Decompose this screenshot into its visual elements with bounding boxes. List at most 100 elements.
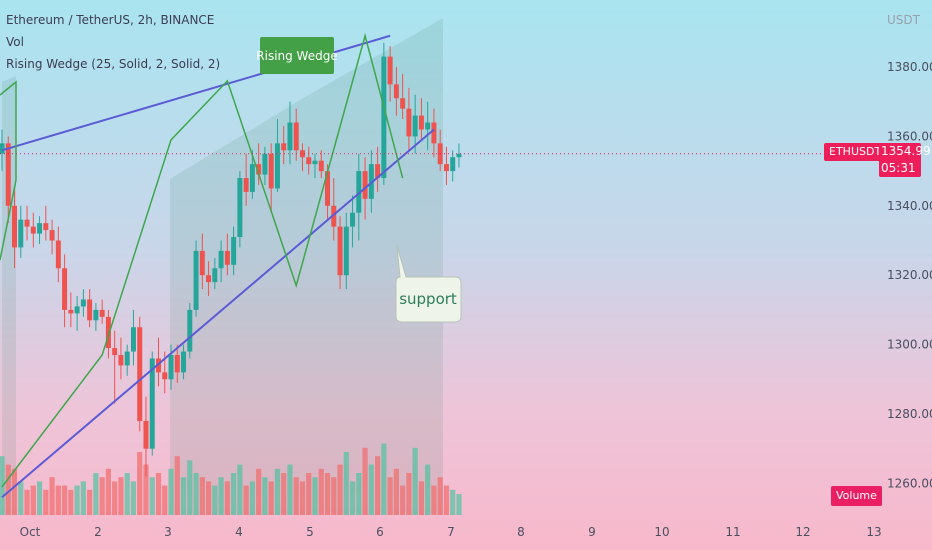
symbol-tag: ETHUSDT <box>824 143 887 161</box>
volume-bar <box>256 468 262 515</box>
candle-body <box>450 157 456 172</box>
candle-body <box>331 205 337 227</box>
last-price-tag: 1354.99 05:31 <box>879 143 931 177</box>
candle-body <box>187 309 193 352</box>
volume-bar <box>174 456 180 515</box>
time-tick-label: 3 <box>164 525 172 539</box>
volume-bar <box>362 447 368 515</box>
candle-body <box>249 164 255 192</box>
volume-bar <box>381 443 387 515</box>
volume-bar <box>168 468 174 515</box>
volume-bar <box>24 489 30 515</box>
volume-bar <box>143 464 149 515</box>
candle-body <box>287 122 293 151</box>
candle-body <box>281 143 287 151</box>
volume-bar <box>18 481 24 515</box>
candle-body <box>62 268 68 310</box>
volume-indicator-label[interactable]: Vol <box>6 35 24 49</box>
time-tick-label: 12 <box>795 525 810 539</box>
candle-body <box>306 157 312 165</box>
candle-body <box>387 56 393 85</box>
candle-body <box>293 122 299 151</box>
candle-body <box>206 275 212 283</box>
volume-bar <box>400 485 406 515</box>
volume-bar <box>187 460 193 515</box>
candle-body <box>168 355 174 380</box>
volume-bar <box>193 473 199 515</box>
previous-zigzag-line <box>0 80 17 261</box>
candle-body <box>174 355 180 373</box>
candle-body <box>212 268 218 283</box>
candle-body <box>337 226 343 276</box>
volume-bar <box>55 485 61 515</box>
volume-bar <box>318 468 324 515</box>
candle-body <box>80 299 86 307</box>
candle-body <box>87 299 93 321</box>
candle-body <box>425 122 431 130</box>
volume-bar <box>180 477 187 515</box>
volume-bar <box>112 481 118 515</box>
candle-body <box>224 250 230 265</box>
price-tick-label: 1320.00 <box>887 268 932 282</box>
candle-body <box>218 250 224 269</box>
candle-body <box>350 212 356 227</box>
candle-body <box>412 115 418 137</box>
volume-bar <box>312 477 318 515</box>
candle-body <box>24 219 30 227</box>
candle-body <box>431 122 437 144</box>
candle-body <box>137 327 143 421</box>
candle-body <box>456 153 462 158</box>
volume-bar <box>205 481 212 515</box>
candle-body <box>74 306 80 314</box>
candle-body <box>124 351 130 366</box>
price-tick-label: 1380.00 <box>887 60 932 74</box>
volume-bar <box>124 473 130 515</box>
candle-body <box>237 178 243 238</box>
wedge-area-left <box>170 100 300 515</box>
candle-body <box>443 164 449 172</box>
volume-bar <box>68 489 74 515</box>
wedge-zigzag-line <box>1 32 404 488</box>
time-tick-label: 9 <box>588 525 596 539</box>
volume-bar <box>356 473 362 515</box>
volume-bar <box>343 452 349 515</box>
candle-body <box>312 160 318 165</box>
volume-bar <box>99 477 105 515</box>
volume-bar <box>281 473 287 515</box>
volume-bar <box>425 464 431 515</box>
time-tick-label: 13 <box>866 525 881 539</box>
volume-bar <box>349 481 356 515</box>
volume-bar <box>155 473 162 515</box>
volume-bar <box>268 481 274 515</box>
candle-body <box>49 230 55 241</box>
price-tick-label: 1360.00 <box>887 129 932 143</box>
time-tick-label: 11 <box>725 525 740 539</box>
volume-bar <box>30 485 36 515</box>
volume-bar <box>231 473 237 515</box>
candle-body <box>325 171 331 206</box>
volume-bar <box>237 464 243 515</box>
volume-bar <box>212 485 218 515</box>
volume-bar <box>331 477 337 515</box>
price-tick-label: 1280.00 <box>887 407 932 421</box>
rising-wedge-indicator-label[interactable]: Rising Wedge (25, Solid, 2, Solid, 2) <box>6 57 221 71</box>
price-tick-label: 1340.00 <box>887 199 932 213</box>
time-tick-label: 6 <box>376 525 384 539</box>
candle-body <box>118 355 124 366</box>
candle-body <box>381 56 387 179</box>
wedge-lower-trendline <box>1 128 435 499</box>
volume-bar <box>418 481 425 515</box>
candle-body <box>93 309 99 321</box>
volume-bar <box>443 485 450 515</box>
candle-body <box>0 143 5 154</box>
candle-body <box>274 143 280 189</box>
candle-body <box>193 250 199 310</box>
rising-wedge-label: Rising Wedge <box>256 49 337 63</box>
volume-bar <box>324 473 331 515</box>
rising-wedge-label-box <box>260 37 334 74</box>
volume-bar <box>137 452 143 515</box>
candle-body <box>18 219 24 248</box>
volume-bar <box>450 489 456 515</box>
